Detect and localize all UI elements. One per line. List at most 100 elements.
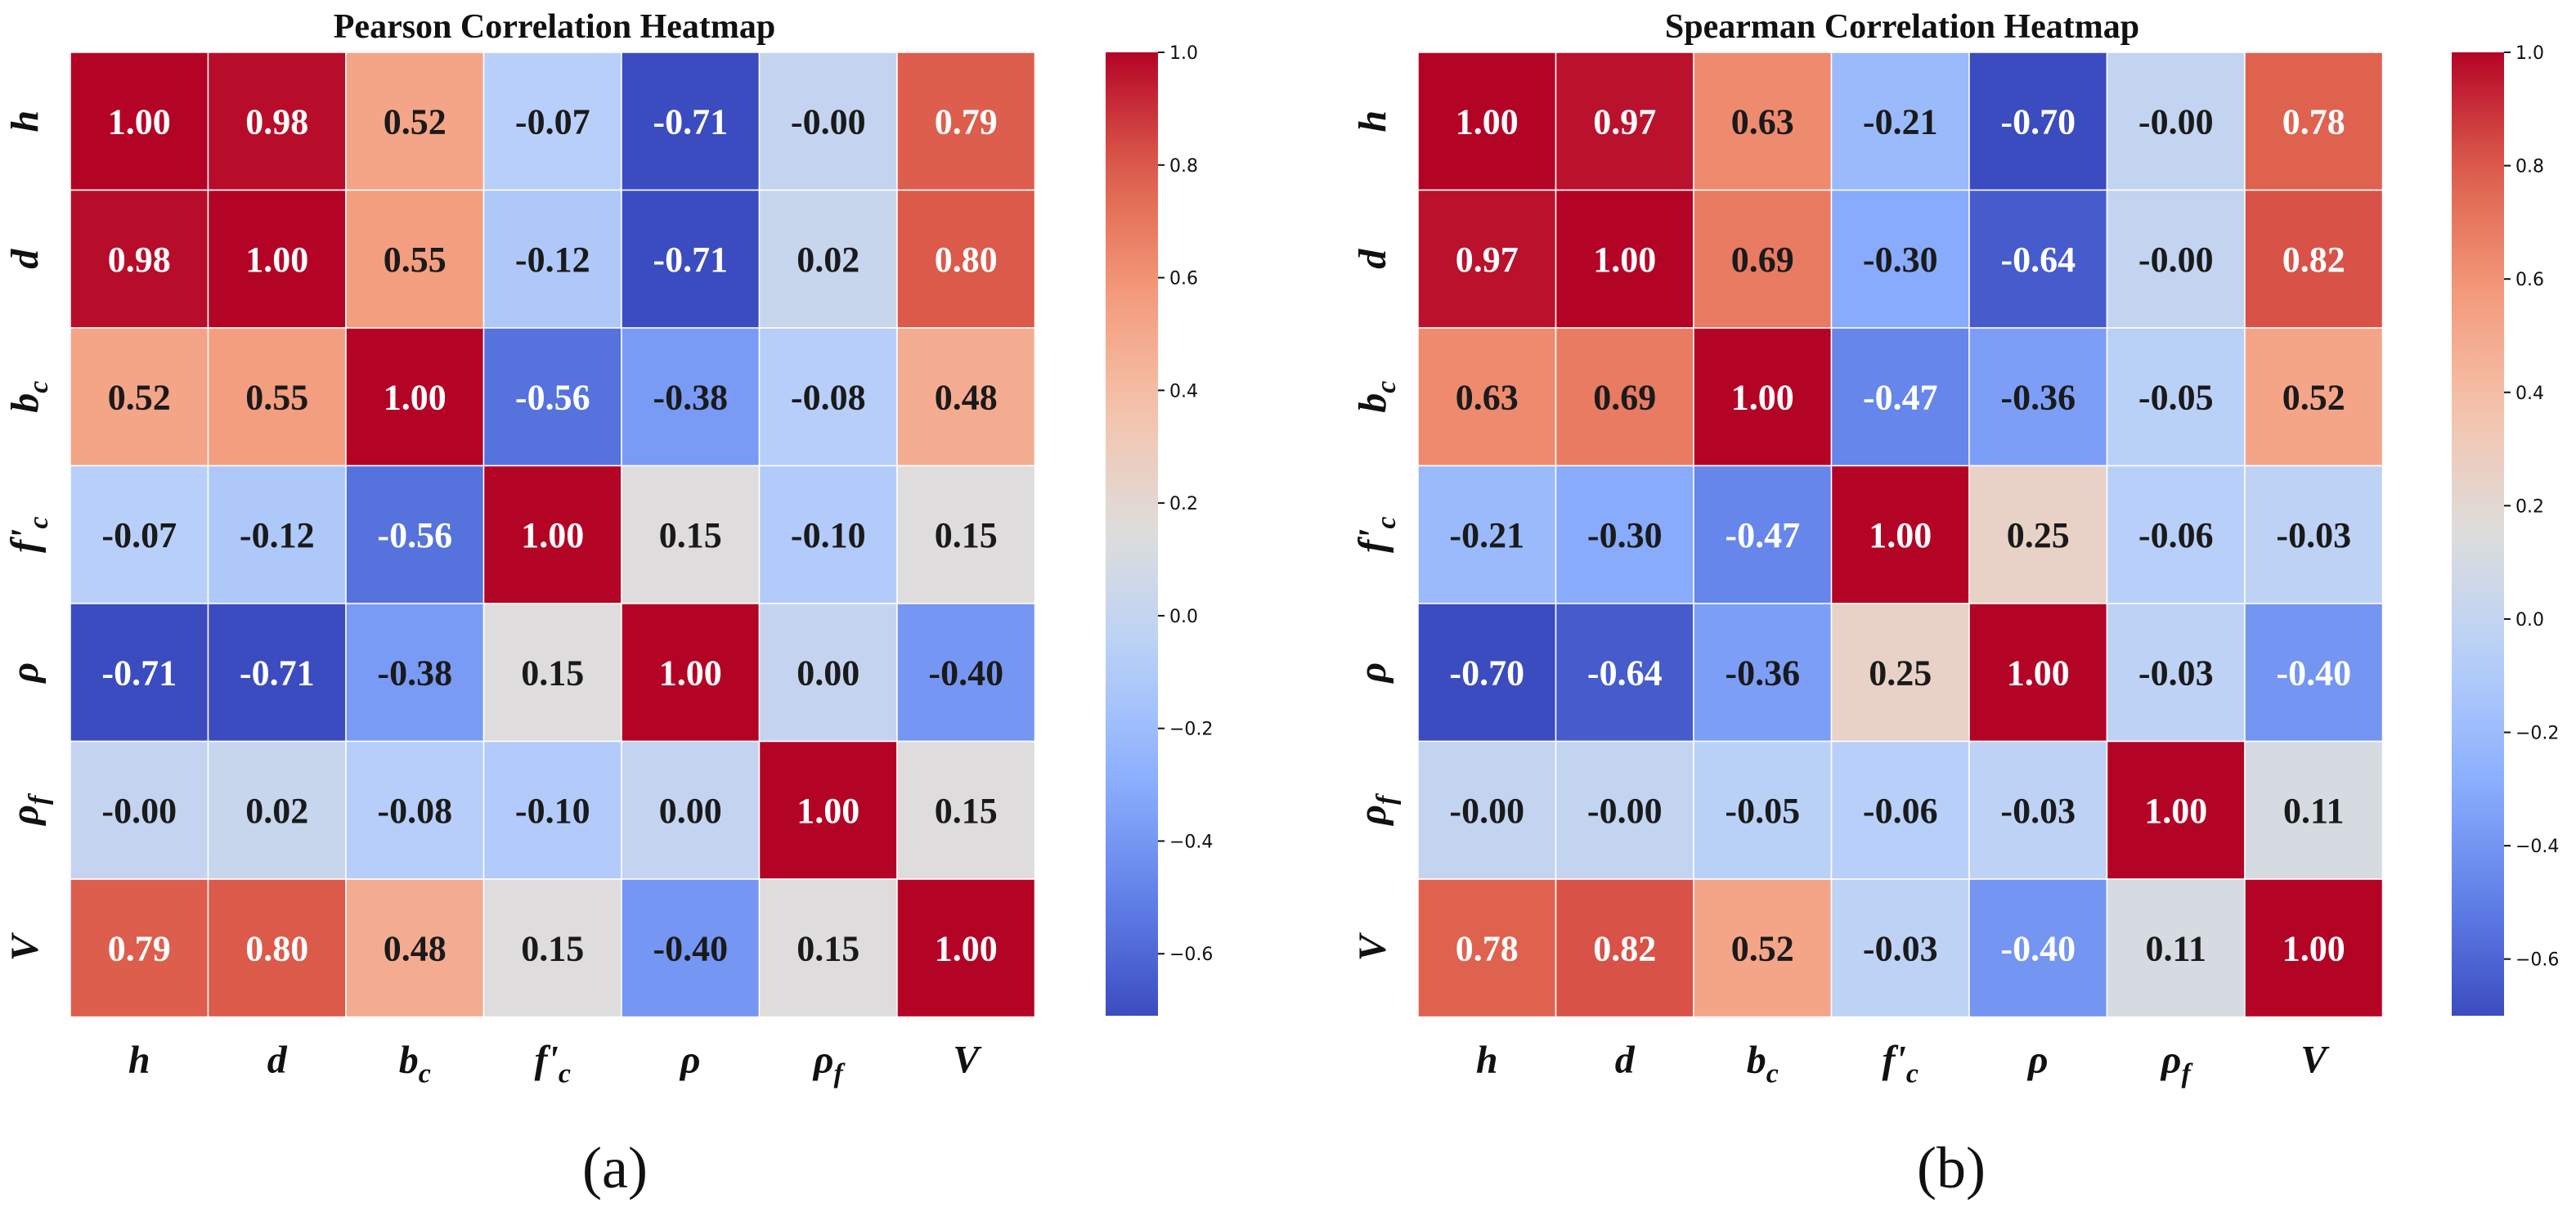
cell-label-3-0: -0.21 [1449,515,1524,555]
cell-label-6-2: 0.48 [384,928,447,968]
colorbar [1106,52,1158,1016]
heatmap-cell-2-5 [758,327,898,467]
cell-label-2-3: -0.47 [1863,377,1938,417]
x-tick-label-0: h [128,1039,150,1082]
heatmap-cell-6-5 [758,878,898,1018]
heatmap-cell-4-6 [2244,603,2384,743]
heatmap-cell-0-3 [1830,52,1970,191]
x-tick-label-1: d [267,1039,288,1082]
heatmap-cell-1-0 [1417,189,1557,329]
cell-label-5-1: 0.02 [245,791,308,831]
x-tick-label-4: ρ [2026,1039,2049,1082]
heatmap-cell-0-1 [207,52,347,191]
x-tick-label-2: bc [399,1039,431,1089]
y-tick-label-2: bc [1351,381,1402,413]
heatmap-cell-6-6 [2244,878,2384,1018]
cell-label-0-3: -0.21 [1863,101,1938,141]
cell-label-3-1: -0.30 [1587,515,1663,555]
cell-label-5-5: 1.00 [797,791,859,831]
cell-label-6-6: 1.00 [2282,928,2345,968]
heatmap-cell-1-6 [896,189,1036,329]
heatmap-cell-3-3 [1830,465,1970,604]
heatmap-cell-2-1 [207,327,347,467]
cell-label-1-1: 1.00 [1593,240,1656,280]
cell-label-0-4: -0.71 [653,101,728,141]
colorbar-tick-label-5: 0.0 [2515,610,2544,631]
cell-label-3-1: -0.12 [240,515,315,555]
cell-label-3-6: -0.03 [2276,515,2351,555]
heatmap-cell-0-5 [758,52,898,191]
cell-label-5-6: 0.15 [935,791,998,831]
heatmap-cell-5-2 [345,740,485,880]
colorbar-tick-label-8: −0.6 [1169,945,1213,965]
cell-label-5-0: -0.00 [101,791,177,831]
heatmap-cell-2-2 [1693,327,1833,467]
cell-label-0-6: 0.79 [935,101,998,141]
heatmap-cell-5-1 [1555,740,1694,880]
cell-label-4-5: 0.00 [797,653,859,693]
heatmap-panel-pearson: Pearson Correlation Heatmap 1.00 0.98 0.52 -… [3,8,1213,1201]
heatmap-cell-0-0 [1417,52,1557,191]
cell-label-6-4: -0.40 [2000,928,2076,968]
heatmap-cell-6-2 [345,878,485,1018]
cell-label-2-6: 0.48 [935,377,998,417]
heatmap-cell-6-1 [1555,878,1694,1018]
heatmap-cell-1-2 [345,189,485,329]
y-tick-label-6: V [3,931,47,961]
cell-label-6-5: 0.15 [797,928,859,968]
cell-label-2-4: -0.36 [2000,377,2076,417]
heatmap-cell-3-5 [758,465,898,604]
heatmap-cell-5-3 [1830,740,1970,880]
cell-label-4-2: -0.38 [377,653,452,693]
colorbar-tick-label-4: 0.2 [2515,496,2544,517]
cell-label-1-0: 0.98 [108,240,171,280]
cell-label-3-3: 1.00 [521,515,584,555]
colorbar-tick-label-2: 0.6 [1169,269,1198,290]
heatmap-cell-5-0 [70,740,209,880]
cell-label-6-3: 0.15 [521,928,584,968]
x-tick-label-3: f'c [535,1039,571,1089]
cell-label-4-3: 0.25 [1869,653,1932,693]
cell-label-2-2: 1.00 [384,377,447,417]
cell-label-4-6: -0.40 [928,653,1003,693]
heatmap-cell-0-2 [345,52,485,191]
heatmap-cell-5-2 [1693,740,1833,880]
heatmap-cell-2-3 [1830,327,1970,467]
heatmap-cell-1-1 [1555,189,1694,329]
heatmap-cell-0-1 [1555,52,1694,191]
cell-label-4-4: 1.00 [659,653,722,693]
y-tick-label-1: d [3,249,47,269]
cell-label-0-5: -0.00 [2138,101,2214,141]
cell-label-2-1: 0.69 [1593,377,1656,417]
heatmap-cell-1-4 [621,189,761,329]
cell-label-4-0: -0.71 [101,653,177,693]
cell-label-2-0: 0.63 [1456,377,1519,417]
cell-label-0-2: 0.52 [384,101,447,141]
cell-label-2-4: -0.38 [653,377,728,417]
cell-label-2-5: -0.05 [2138,377,2214,417]
cell-label-2-3: -0.56 [515,377,590,417]
heatmap-panel-spearman: Spearman Correlation Heatmap 1.00 0.97 0.63… [1351,8,2559,1201]
cell-label-3-3: 1.00 [1869,515,1932,555]
heatmap-cell-1-3 [1830,189,1970,329]
cell-label-6-3: -0.03 [1863,928,1938,968]
cell-label-3-0: -0.07 [101,515,177,555]
y-tick-label-6: V [1351,931,1394,961]
heatmap-cell-5-4 [621,740,761,880]
heatmap-cell-0-3 [482,52,622,191]
cell-label-4-4: 1.00 [2007,653,2070,693]
heatmap-cell-4-1 [1555,603,1694,743]
heatmap-cell-6-4 [621,878,761,1018]
heatmap-cell-2-4 [621,327,761,467]
x-tick-label-5: ρf [812,1039,846,1089]
cell-label-5-6: 0.11 [2283,791,2345,831]
heatmap-cell-3-3 [482,465,622,604]
cell-label-1-5: -0.00 [2138,240,2214,280]
heatmap-cell-6-4 [1968,878,2108,1018]
x-tick-label-2: bc [1747,1039,1779,1089]
colorbar-tick-label-5: 0.0 [1169,607,1198,627]
cell-label-5-3: -0.06 [1863,791,1938,831]
heatmap-cell-5-0 [1417,740,1557,880]
heatmap-cell-6-2 [1693,878,1833,1018]
